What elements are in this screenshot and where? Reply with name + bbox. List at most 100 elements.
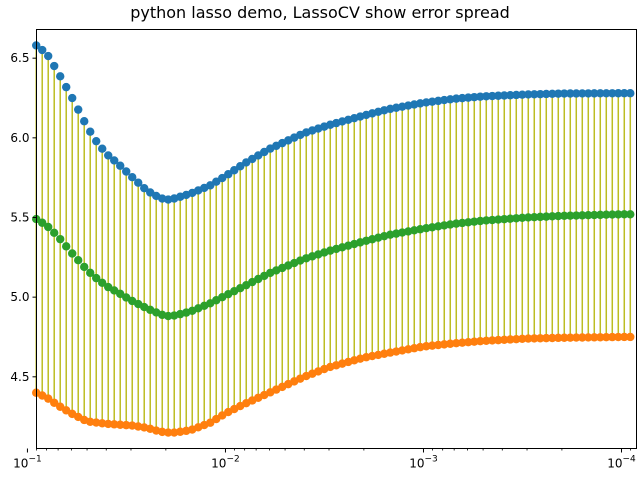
data-point [608,332,617,342]
data-point [524,213,533,222]
data-point [86,268,95,278]
x-axis: 10−1 10−2 10−3 10−4 [13,448,636,471]
data-point [548,333,557,343]
data-point [470,337,479,346]
data-point [122,420,131,430]
y-tick-label: 6.5 [10,51,29,65]
data-point [518,213,527,223]
data-point [116,420,125,429]
data-point [458,93,467,103]
data-point [554,211,563,221]
data-point [482,92,491,101]
data-point [524,334,533,343]
series-markers [32,41,635,204]
data-point [494,215,503,224]
data-point [596,210,605,220]
data-point [560,333,569,342]
data-point [464,93,473,102]
data-point [500,335,509,345]
x-tick-label: 10−2 [211,455,240,471]
data-point [560,89,569,98]
data-point [548,212,557,221]
data-point [80,262,89,272]
data-point [98,278,107,288]
data-point [626,332,635,342]
data-point [620,332,629,342]
plot-area [32,41,635,437]
data-point [500,91,509,100]
data-point [566,89,575,98]
y-axis: 4.5 5.0 5.5 6.0 6.5 [10,51,37,384]
data-point [86,127,95,136]
data-point [578,89,587,98]
data-point [122,167,131,176]
data-point [512,214,521,223]
data-point [572,333,581,342]
x-tick-label: 10−3 [409,455,438,471]
data-point [494,91,503,100]
y-tick-label: 4.5 [10,370,29,384]
data-point [98,144,107,153]
data-point [488,215,497,225]
data-point [602,210,611,219]
series-markers [32,210,635,321]
data-point [494,335,503,345]
data-point [74,255,83,265]
data-point [506,91,515,100]
data-point [38,218,47,227]
data-point [50,228,59,238]
data-point [110,156,119,165]
data-point [488,336,497,345]
data-point [218,173,227,183]
data-point [62,242,71,251]
data-point [476,216,485,226]
data-point [470,92,479,102]
data-point [584,333,593,342]
data-point [164,311,173,321]
data-point [578,333,587,342]
data-point [224,170,233,179]
data-point [572,89,581,98]
data-point [542,333,551,343]
data-point [536,334,545,343]
axes-frame [36,29,637,449]
data-point [596,89,605,98]
data-point [104,419,113,429]
data-point [614,210,623,219]
data-point [482,216,491,225]
data-point [230,166,239,175]
data-point [116,161,125,170]
data-point [104,151,113,160]
data-point [236,162,245,171]
y-tick-label: 5.5 [10,210,29,224]
data-point [596,333,605,342]
data-point [614,332,623,342]
data-point [50,398,59,407]
data-point [554,333,563,343]
data-point [206,181,215,190]
data-point [140,183,149,193]
data-point [512,90,521,100]
data-point [602,332,611,342]
data-point [38,45,47,55]
data-point [626,89,635,98]
data-point [584,210,593,220]
data-point [50,61,59,71]
data-point [464,337,473,347]
data-point [620,210,629,219]
data-point [572,211,581,220]
data-point [56,234,65,244]
data-point [452,94,461,103]
data-point [542,212,551,221]
x-tick-label: 10−1 [13,455,42,471]
data-point [608,210,617,219]
data-point [110,420,119,429]
data-point [530,90,539,99]
data-point [518,334,527,344]
data-point [80,117,89,126]
data-point [614,89,623,98]
data-point [44,394,53,403]
data-point [482,336,491,345]
data-point [92,273,101,283]
